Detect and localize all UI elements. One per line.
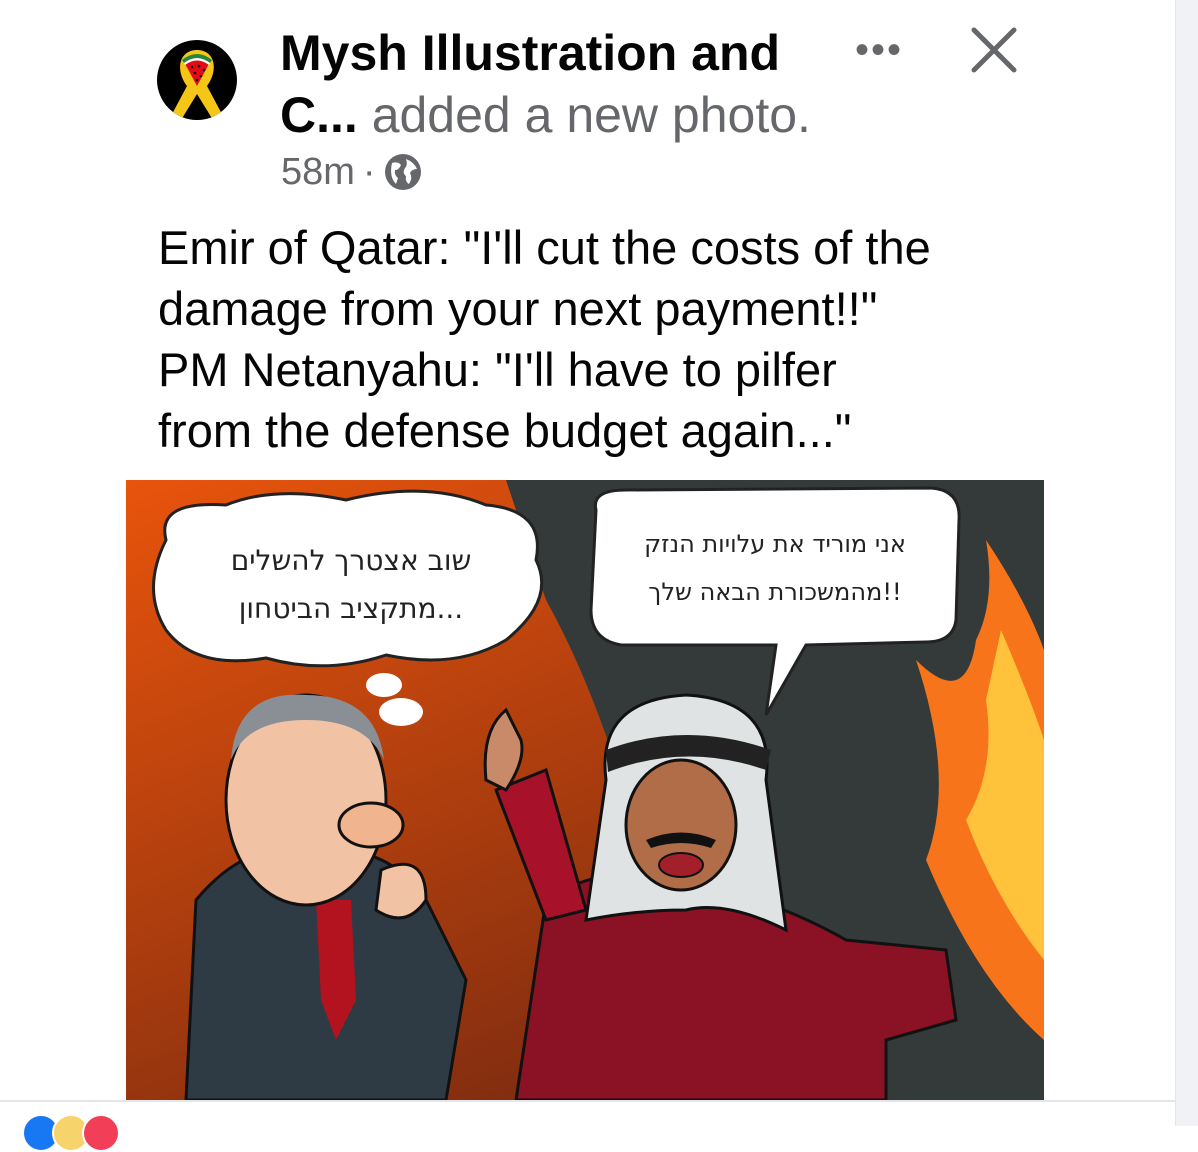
close-icon [971, 27, 1017, 73]
more-dots-icon: ••• [855, 28, 904, 72]
post-photo[interactable]: שוב אצטרך להשלים מתקציב הביטחון... אני מ… [126, 480, 1044, 1100]
thought-bubble-text: שוב אצטרך להשלים [231, 544, 472, 577]
figure-emir [483, 693, 958, 1100]
globe-icon[interactable] [384, 153, 422, 191]
scrollbar[interactable] [1175, 0, 1198, 1126]
reaction-summary[interactable] [22, 1114, 120, 1152]
close-button[interactable] [968, 24, 1020, 76]
fire-core [966, 630, 1044, 960]
caption-line: Emir of Qatar: "I'll cut the costs of th… [158, 221, 931, 274]
speech-bubble: אני מוריד את עלויות הנזק מהמשכורת הבאה ש… [589, 486, 961, 716]
watermelon-ribbon-logo [171, 50, 223, 120]
love-reaction-icon [82, 1114, 120, 1152]
more-options-button[interactable]: ••• [855, 28, 903, 73]
page-avatar[interactable] [157, 40, 237, 120]
thought-bubble-text: מתקציב הביטחון... [239, 592, 463, 625]
post-action-text: added a new photo. [357, 87, 811, 143]
cartoon-illustration: שוב אצטרך להשלים מתקציב הביטחון... אני מ… [126, 480, 1044, 1100]
page-name-link-truncated[interactable]: C... [280, 87, 358, 143]
caption-line: damage from your next payment!!" [158, 282, 878, 335]
divider [0, 1100, 1176, 1102]
post-caption: Emir of Qatar: "I'll cut the costs of th… [158, 217, 931, 461]
speech-bubble-text: מהמשכורת הבאה שלך!! [648, 578, 901, 606]
page-name-link[interactable]: Mysh Illustration and [280, 25, 781, 81]
thought-bubble: שוב אצטרך להשלים מתקציב הביטחון... [152, 489, 544, 726]
caption-line: from the defense budget again..." [158, 404, 852, 457]
speech-bubble-text: אני מוריד את עלויות הנזק [644, 530, 906, 558]
meta-separator: · [362, 151, 376, 193]
figure-netanyahu [184, 693, 468, 1100]
caption-line: PM Netanyahu: "I'll have to pilfer [158, 343, 837, 396]
post-meta: 58m · [281, 150, 422, 194]
post-timestamp[interactable]: 58m [281, 151, 355, 193]
post-header-title: Mysh Illustration and C... added a new p… [280, 22, 811, 146]
